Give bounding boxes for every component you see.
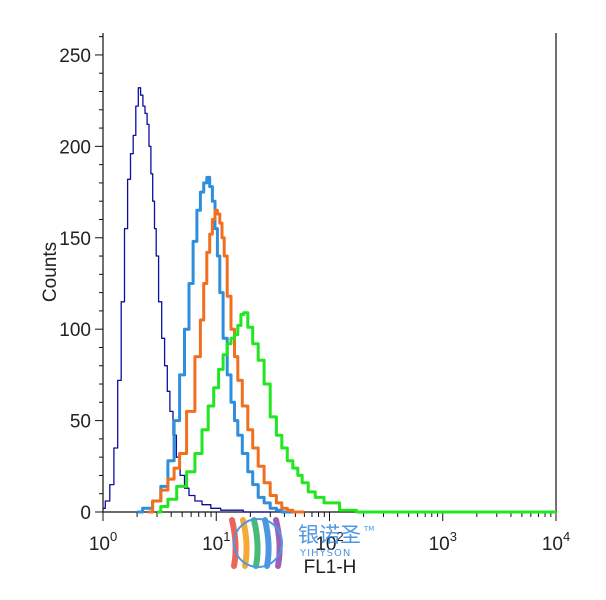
y-axis-title: Counts [40,242,61,302]
watermark-stripe [262,517,272,569]
plot-frame [102,33,557,513]
x-tick-label: 101 [202,529,230,555]
watermark-tm: TM [363,525,374,533]
y-tick-label: 50 [70,412,91,433]
watermark-stripe [240,517,250,569]
histogram-series-4 [157,311,556,514]
watermark-stripe [273,517,283,569]
histogram-series-2 [137,175,296,514]
watermark-cn-text: 银诺圣 [298,523,361,547]
x-tick-label: 102 [315,529,343,555]
y-tick-label: 0 [80,503,91,524]
y-tick-label: 150 [59,229,91,250]
histogram-series-1 [103,87,271,513]
x-tick-labels: 100 101 102 103 104 [89,529,570,555]
x-tick-label: 104 [542,529,570,555]
watermark-ring [233,518,283,568]
histogram-series [103,87,556,514]
watermark-stripe [229,517,239,569]
y-tick-labels: 0 50 100 150 200 250 [59,46,91,524]
histogram-series-3 [148,208,305,514]
watermark-stripe [251,517,261,569]
y-minor-ticks [95,36,103,513]
x-tick-label: 103 [429,529,457,555]
y-tick-label: 200 [59,137,91,158]
y-tick-label: 250 [59,46,91,67]
x-tick-label: 100 [89,529,117,555]
watermark: 银诺圣 YIHYSON TM [229,517,374,569]
x-axis-title: FL1-H [304,557,357,578]
y-tick-label: 100 [59,320,91,341]
watermark-en-text: YIHYSON [299,548,351,559]
watermark-logo-icon [229,517,283,569]
